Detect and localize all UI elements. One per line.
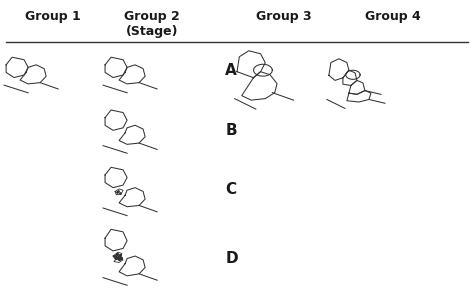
Text: Group 4: Group 4 xyxy=(365,10,420,23)
Text: A: A xyxy=(225,63,237,78)
Text: D: D xyxy=(225,251,238,266)
Text: C: C xyxy=(225,182,237,198)
Text: Group 3: Group 3 xyxy=(256,10,312,23)
Text: B: B xyxy=(225,123,237,137)
Text: Group 1: Group 1 xyxy=(25,10,81,23)
Text: Group 2
(Stage): Group 2 (Stage) xyxy=(124,10,180,38)
